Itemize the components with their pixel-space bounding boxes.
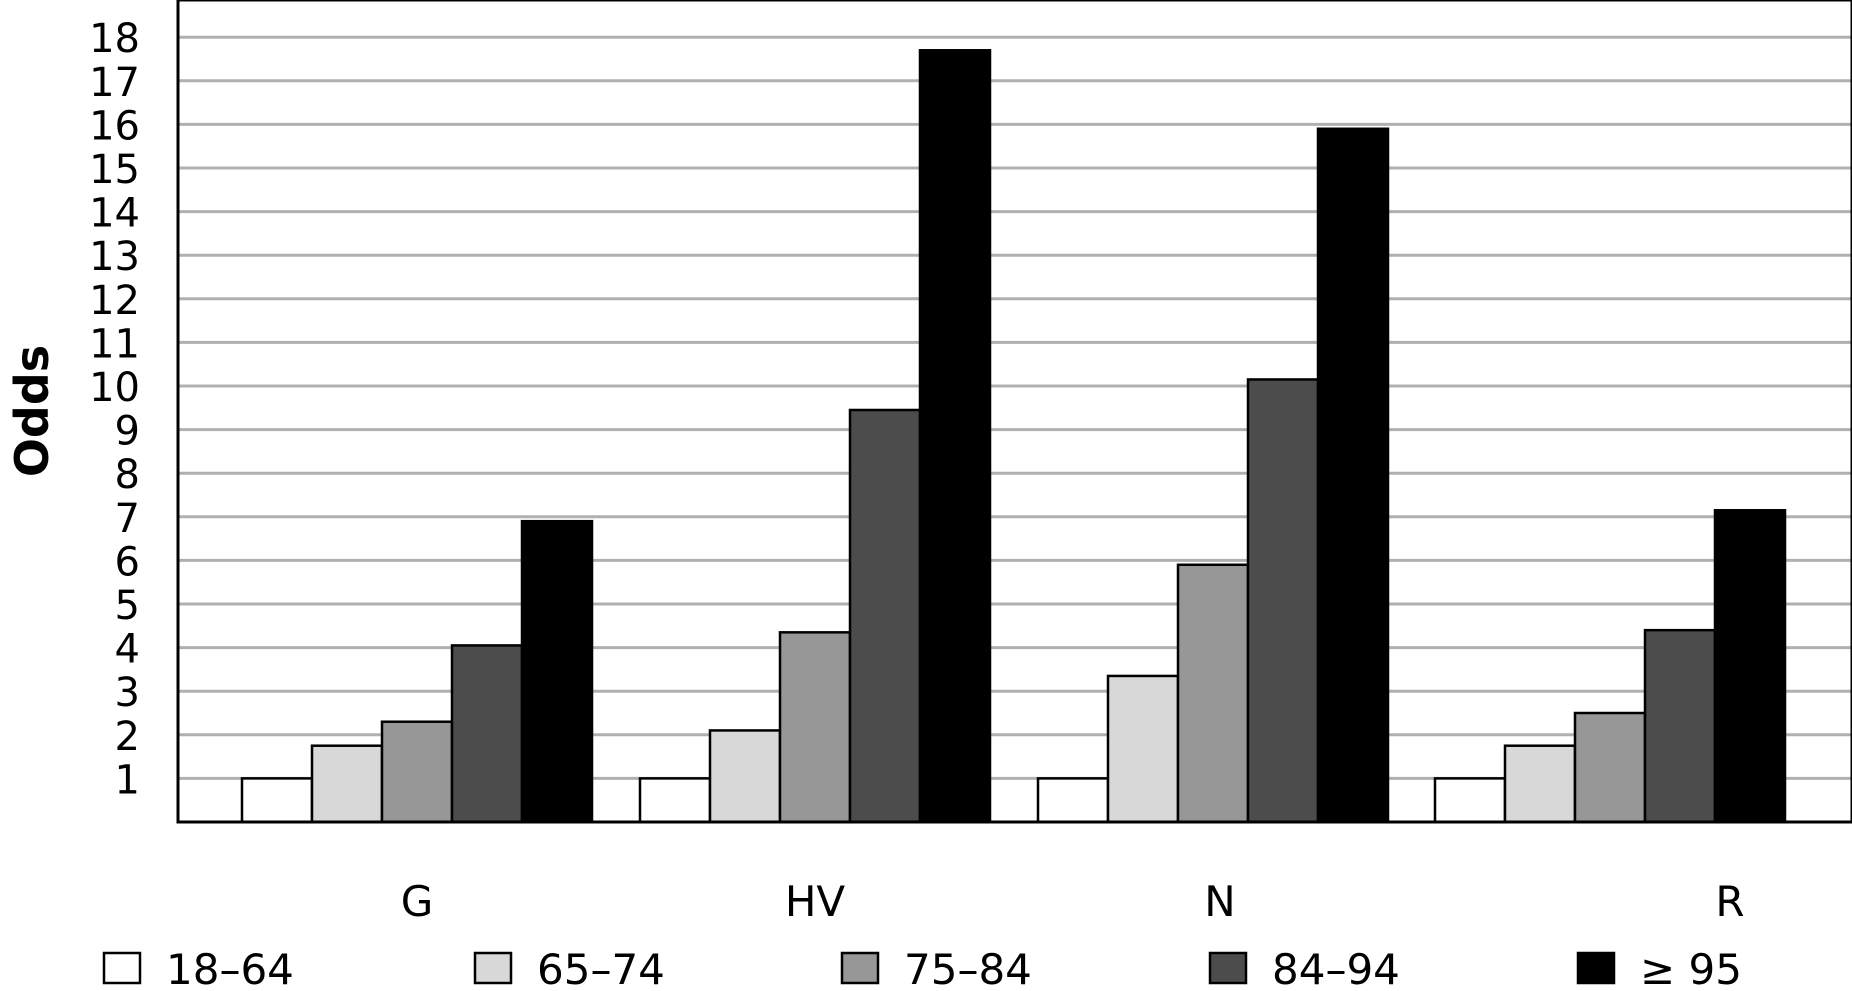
legend-label: ≥ 95 xyxy=(1640,945,1742,987)
bar-n-series-5 xyxy=(1316,127,1390,824)
x-axis-categories: G HV N R xyxy=(401,877,1745,926)
bar-g-series-4 xyxy=(450,644,524,824)
legend-label: 65–74 xyxy=(537,945,665,987)
x-category-label: HV xyxy=(785,877,846,926)
bars xyxy=(240,49,1787,824)
bar-n-series-2 xyxy=(1106,674,1180,824)
bar-hv-series-3 xyxy=(778,631,852,824)
y-tick-label: 11 xyxy=(89,321,140,367)
legend-swatch xyxy=(1208,951,1248,985)
bar-r-series-3 xyxy=(1573,711,1647,824)
bar-r-series-4 xyxy=(1643,628,1717,824)
plot-frame xyxy=(176,0,1852,824)
bar-hv-series-4 xyxy=(848,408,922,824)
y-tick-label: 7 xyxy=(115,496,140,542)
bar-n-series-1 xyxy=(1036,777,1110,824)
legend-label: 75–84 xyxy=(904,945,1032,987)
y-tick-label: 3 xyxy=(115,670,140,716)
legend-swatch xyxy=(473,951,513,985)
bar-hv-series-1 xyxy=(638,777,712,824)
y-tick-label: 18 xyxy=(89,16,140,62)
y-tick-label: 17 xyxy=(89,60,140,106)
y-axis-label: Odds xyxy=(5,345,59,477)
bar-g-series-2 xyxy=(310,744,384,824)
legend-swatch xyxy=(1576,951,1616,985)
bar-r-series-1 xyxy=(1433,777,1507,824)
y-tick-label: 4 xyxy=(115,627,140,673)
bar-hv-series-2 xyxy=(708,729,782,824)
legend-label: 18–64 xyxy=(166,945,294,987)
bar-n-series-3 xyxy=(1176,563,1250,824)
x-category-label: R xyxy=(1715,877,1744,926)
y-tick-label: 9 xyxy=(115,409,140,455)
bar-hv-series-5 xyxy=(918,49,992,824)
x-category-label: N xyxy=(1204,877,1235,926)
legend-swatch xyxy=(840,951,880,985)
bar-n-series-4 xyxy=(1246,378,1320,824)
legend-label: 84–94 xyxy=(1272,945,1400,987)
y-tick-label: 1 xyxy=(115,757,140,803)
y-tick-label: 2 xyxy=(115,714,140,760)
y-tick-label: 6 xyxy=(115,539,140,585)
y-tick-label: 10 xyxy=(89,365,140,411)
y-tick-label: 12 xyxy=(89,278,140,324)
bar-g-series-5 xyxy=(520,519,594,824)
legend: 18–64 65–74 75–84 84–94 ≥ 95 xyxy=(102,945,1742,991)
bar-g-series-1 xyxy=(240,777,314,824)
y-tick-label: 14 xyxy=(89,191,140,237)
y-tick-label: 8 xyxy=(115,452,140,498)
bar-r-series-5 xyxy=(1713,509,1787,824)
gridlines xyxy=(178,35,1852,780)
x-category-label: G xyxy=(401,877,434,926)
legend-swatch xyxy=(102,951,142,985)
y-tick-label: 16 xyxy=(89,103,140,149)
y-tick-label: 13 xyxy=(89,234,140,280)
y-tick-label: 15 xyxy=(89,147,140,193)
bar-r-series-2 xyxy=(1503,744,1577,824)
y-tick-label: 5 xyxy=(115,583,140,629)
bar-g-series-3 xyxy=(380,720,454,824)
